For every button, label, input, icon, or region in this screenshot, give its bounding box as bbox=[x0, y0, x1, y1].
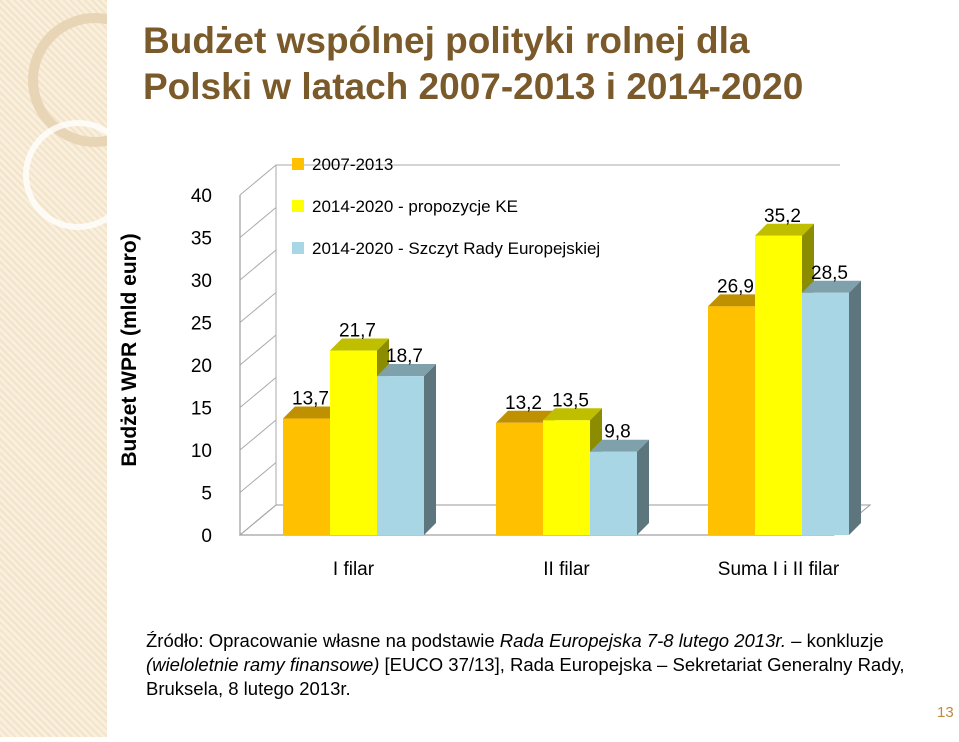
legend-swatch bbox=[292, 200, 304, 212]
category-label: Suma I i II filar bbox=[718, 559, 840, 580]
bar bbox=[330, 350, 377, 535]
y-tick-label: 10 bbox=[191, 441, 212, 462]
category-label: II filar bbox=[543, 559, 590, 580]
data-label: 13,5 bbox=[552, 390, 589, 411]
legend-label: 2014-2020 - Szczyt Rady Europejskiej bbox=[312, 239, 600, 258]
bar-top bbox=[755, 223, 814, 236]
y-tick-line bbox=[239, 504, 277, 536]
y-tick-label: 40 bbox=[191, 186, 212, 207]
decorative-strip bbox=[0, 0, 162, 737]
page-number: 13 bbox=[937, 704, 954, 721]
data-label: 26,9 bbox=[717, 276, 754, 297]
y-tick-line bbox=[239, 377, 277, 408]
data-label: 35,2 bbox=[764, 206, 801, 227]
bar-side bbox=[637, 439, 649, 535]
source-text-5: [EUCO 37/13], Rada Europejska – Sekretar… bbox=[146, 654, 905, 699]
bar-top bbox=[708, 294, 767, 307]
y-tick-label: 0 bbox=[201, 526, 212, 547]
legend-label: 2014-2020 - propozycje KE bbox=[312, 197, 518, 216]
y-tick-label: 5 bbox=[201, 484, 212, 505]
y-tick-line bbox=[239, 207, 277, 238]
y-tick-label: 30 bbox=[191, 271, 212, 292]
data-label: 21,7 bbox=[339, 321, 376, 342]
y-tick-label: 15 bbox=[191, 399, 212, 420]
y-tick-label: 20 bbox=[191, 356, 212, 377]
y-tick-line bbox=[239, 419, 277, 451]
title-line-1: Budżet wspólnej polityki rolnej dla bbox=[143, 20, 750, 61]
data-label: 13,7 bbox=[292, 389, 329, 410]
legend-label: 2007-2013 bbox=[312, 155, 393, 174]
y-tick-line bbox=[239, 462, 277, 493]
y-tick-line bbox=[239, 334, 277, 366]
data-label: 28,5 bbox=[811, 263, 848, 284]
bar bbox=[802, 292, 849, 535]
bar bbox=[755, 235, 802, 536]
source-text-1: Źródło: Opracowanie własne na podstawie bbox=[146, 630, 500, 651]
category-label: I filar bbox=[333, 559, 375, 580]
y-tick-line bbox=[239, 164, 277, 196]
bar-side bbox=[849, 280, 861, 535]
source-text-4: (wieloletnie ramy finansowe) bbox=[146, 654, 380, 675]
legend-swatch bbox=[292, 158, 304, 170]
source-text-3: – konkluzje bbox=[786, 630, 884, 651]
bar bbox=[496, 422, 543, 535]
y-tick-line bbox=[239, 249, 277, 281]
data-label: 18,7 bbox=[386, 346, 423, 367]
bar-top bbox=[802, 280, 861, 293]
bar-top bbox=[543, 408, 602, 421]
bar bbox=[590, 451, 637, 535]
y-tick-label: 25 bbox=[191, 314, 212, 335]
bar-top bbox=[283, 406, 342, 419]
y-tick-line bbox=[239, 292, 277, 323]
bar bbox=[283, 418, 330, 535]
title-line-2: Polski w latach 2007-2013 i 2014-2020 bbox=[143, 66, 804, 107]
bar-top bbox=[496, 410, 555, 423]
bar-top bbox=[590, 439, 649, 452]
bar bbox=[708, 306, 755, 535]
bar-top bbox=[377, 364, 436, 377]
source-note: Źródło: Opracowanie własne na podstawie … bbox=[146, 629, 936, 701]
bar-top bbox=[330, 338, 389, 351]
bar bbox=[377, 376, 424, 535]
data-label: 9,8 bbox=[604, 422, 630, 443]
bar-side bbox=[424, 364, 436, 535]
y-tick-label: 35 bbox=[191, 229, 212, 250]
data-label: 13,2 bbox=[505, 393, 542, 414]
bar bbox=[543, 420, 590, 535]
legend-swatch bbox=[292, 242, 304, 254]
source-text-2: Rada Europejska 7-8 lutego 2013r. bbox=[499, 630, 787, 651]
page-title: Budżet wspólnej polityki rolnej dla Pols… bbox=[143, 18, 943, 110]
